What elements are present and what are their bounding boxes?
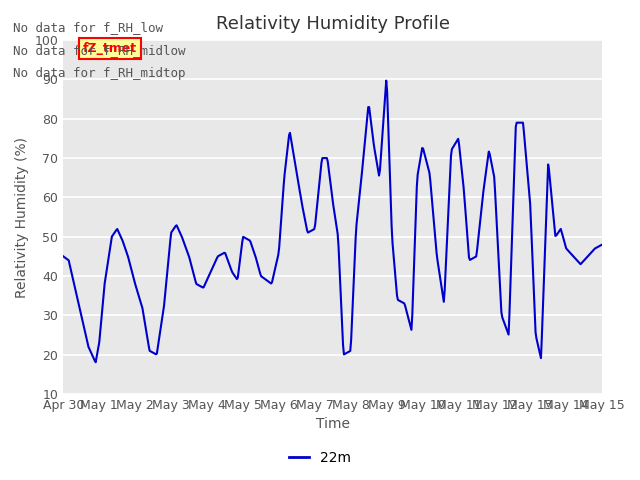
X-axis label: Time: Time: [316, 418, 349, 432]
Y-axis label: Relativity Humidity (%): Relativity Humidity (%): [15, 136, 29, 298]
Text: No data for f_RH_midtop: No data for f_RH_midtop: [13, 67, 186, 80]
Legend: 22m: 22m: [283, 445, 357, 471]
Title: Relativity Humidity Profile: Relativity Humidity Profile: [216, 15, 450, 33]
Text: fZ_tmet: fZ_tmet: [83, 42, 137, 55]
Text: No data for f_RH_midlow: No data for f_RH_midlow: [13, 44, 186, 57]
Text: No data for f_RH_low: No data for f_RH_low: [13, 21, 163, 34]
